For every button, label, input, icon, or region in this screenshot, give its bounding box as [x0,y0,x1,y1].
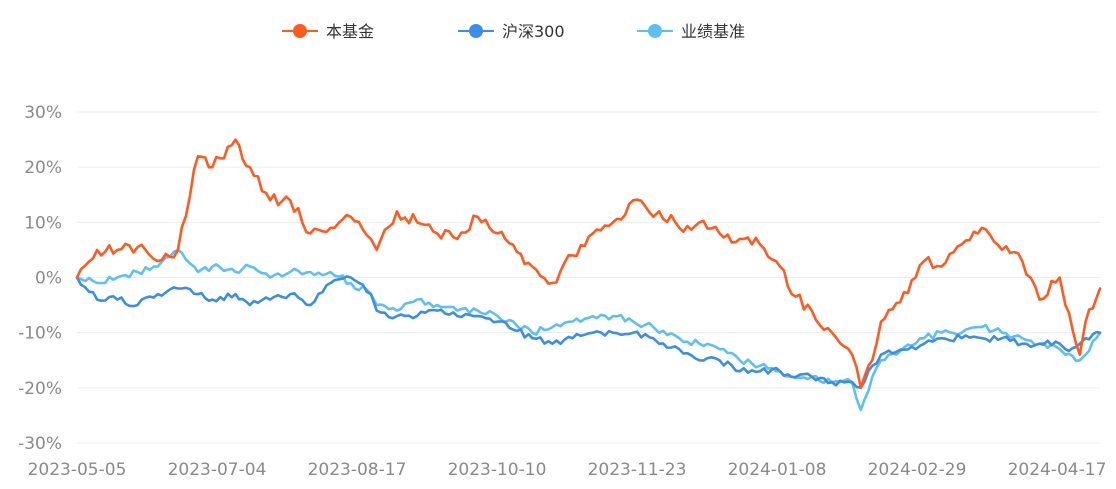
legend-item-csi300[interactable]: 沪深300 [458,22,565,41]
legend-label-fund: 本基金 [326,22,374,41]
legend-label-benchmark: 业绩基准 [681,22,745,41]
x-tick-label: 2024-01-08 [728,460,827,480]
legend-item-benchmark[interactable]: 业绩基准 [637,22,745,41]
y-tick-label: -30% [18,434,62,454]
y-tick-label: -20% [18,379,62,399]
legend: 本基金 沪深300 业绩基准 [282,22,745,41]
x-tick-label: 2024-02-29 [868,460,967,480]
x-tick-label: 2023-11-23 [588,460,687,480]
series-line-1 [75,138,1102,390]
y-tick-label: 20% [24,158,62,178]
y-axis: 30% 20% 10% 0% -10% -20% -30% [18,103,62,454]
y-tick-label: 10% [24,213,62,233]
grid [77,111,1100,444]
x-tick-label: 2024-04-17 [1008,460,1107,480]
legend-marker-benchmark [648,24,662,38]
legend-marker-csi300 [469,24,483,38]
series-line-3 [75,248,1102,412]
x-tick-label: 2023-05-05 [28,460,127,480]
x-tick-label: 2023-07-04 [168,460,267,480]
y-tick-label: -10% [18,324,62,344]
x-axis: 2023-05-05 2023-07-04 2023-08-17 2023-10-10… [28,460,1107,480]
legend-marker-fund [293,24,307,38]
y-tick-label: 0% [35,269,62,289]
legend-item-fund[interactable]: 本基金 [282,22,374,41]
y-tick-label: 30% [24,103,62,123]
series-line-2 [75,275,1102,390]
series-lines [75,138,1102,412]
x-tick-label: 2023-10-10 [448,460,547,480]
legend-label-csi300: 沪深300 [502,22,565,41]
x-tick-label: 2023-08-17 [308,460,407,480]
